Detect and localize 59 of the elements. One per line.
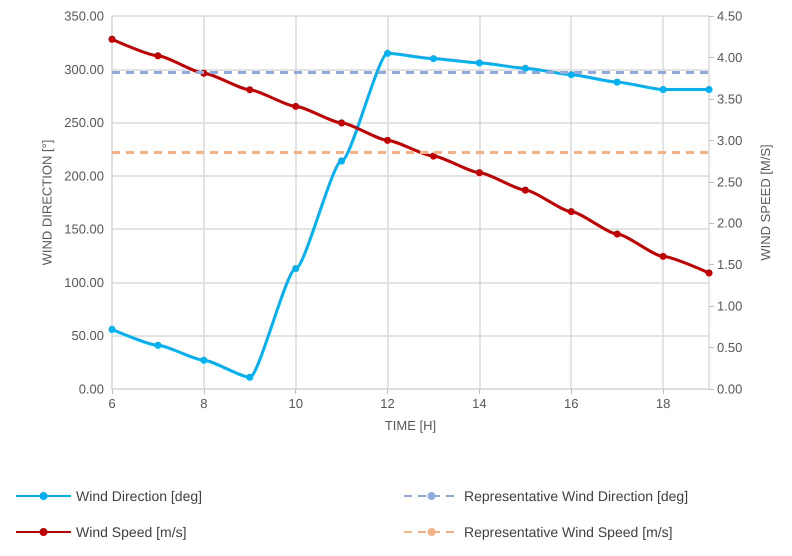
- x-tick-label: 6: [108, 396, 116, 411]
- y2-tick-label: 2.00: [717, 216, 742, 231]
- y2-tick-label: 3.00: [717, 132, 742, 148]
- point: [706, 86, 712, 94]
- x-tick-label: 10: [288, 396, 303, 411]
- y-tick-label: 100.00: [64, 274, 104, 290]
- legend-label: Wind Speed [m/s]: [76, 524, 186, 540]
- y-tick-label: 350.00: [64, 8, 104, 24]
- legend-label: Representative Wind Direction [deg]: [464, 488, 688, 504]
- y2-tick-label: 0.50: [717, 340, 742, 356]
- point: [292, 102, 300, 110]
- x-axis-title: TIME [H]: [384, 418, 436, 433]
- y-tick-label: 50.00: [71, 328, 104, 344]
- x-tick-label: 8: [200, 396, 208, 411]
- y2-tick-label: 4.50: [717, 8, 742, 24]
- point: [292, 265, 300, 272]
- point: [430, 55, 437, 62]
- y-tick-label: 150.00: [64, 222, 104, 237]
- point: [522, 186, 529, 194]
- point: [108, 36, 116, 43]
- point: [660, 252, 667, 260]
- point: [430, 152, 437, 160]
- y-axis-title: WIND DIRECTION [°]: [39, 140, 54, 266]
- y-tick-label: 250.00: [64, 115, 104, 130]
- point: [246, 374, 254, 381]
- legend-label: Wind Direction [deg]: [76, 488, 202, 504]
- x-tick-label: 12: [380, 396, 395, 411]
- x-tick-label: 18: [656, 396, 670, 411]
- point: [614, 78, 621, 86]
- point: [706, 269, 712, 276]
- y-tick-label: 0.00: [78, 382, 104, 396]
- y2-tick-label: 4.00: [717, 50, 742, 65]
- y-tick-label: 200.00: [64, 168, 104, 184]
- point: [154, 342, 162, 349]
- y2-tick-label: 1.00: [717, 298, 742, 314]
- point: [614, 230, 621, 238]
- y2-axis-title: WIND SPEED [M/S]: [758, 144, 773, 261]
- point: [568, 71, 575, 78]
- y-tick-label: 300.00: [64, 62, 104, 77]
- point: [338, 119, 346, 126]
- point: [108, 326, 116, 333]
- point: [568, 208, 575, 216]
- point: [660, 86, 667, 94]
- y2-tick-label: 0.00: [717, 382, 742, 396]
- point: [522, 64, 529, 72]
- point: [384, 50, 392, 57]
- point: [476, 169, 483, 176]
- legend-label: Representative Wind Speed [m/s]: [464, 524, 673, 540]
- point: [476, 59, 483, 66]
- x-tick-label: 14: [472, 396, 487, 411]
- y2-tick-label: 2.50: [717, 174, 742, 190]
- point: [384, 136, 392, 144]
- point: [338, 157, 346, 164]
- y2-tick-label: 3.50: [717, 91, 742, 106]
- point: [200, 356, 208, 364]
- point: [246, 86, 254, 94]
- point: [154, 52, 162, 60]
- y2-tick-label: 1.50: [717, 257, 742, 272]
- x-tick-label: 16: [564, 396, 578, 411]
